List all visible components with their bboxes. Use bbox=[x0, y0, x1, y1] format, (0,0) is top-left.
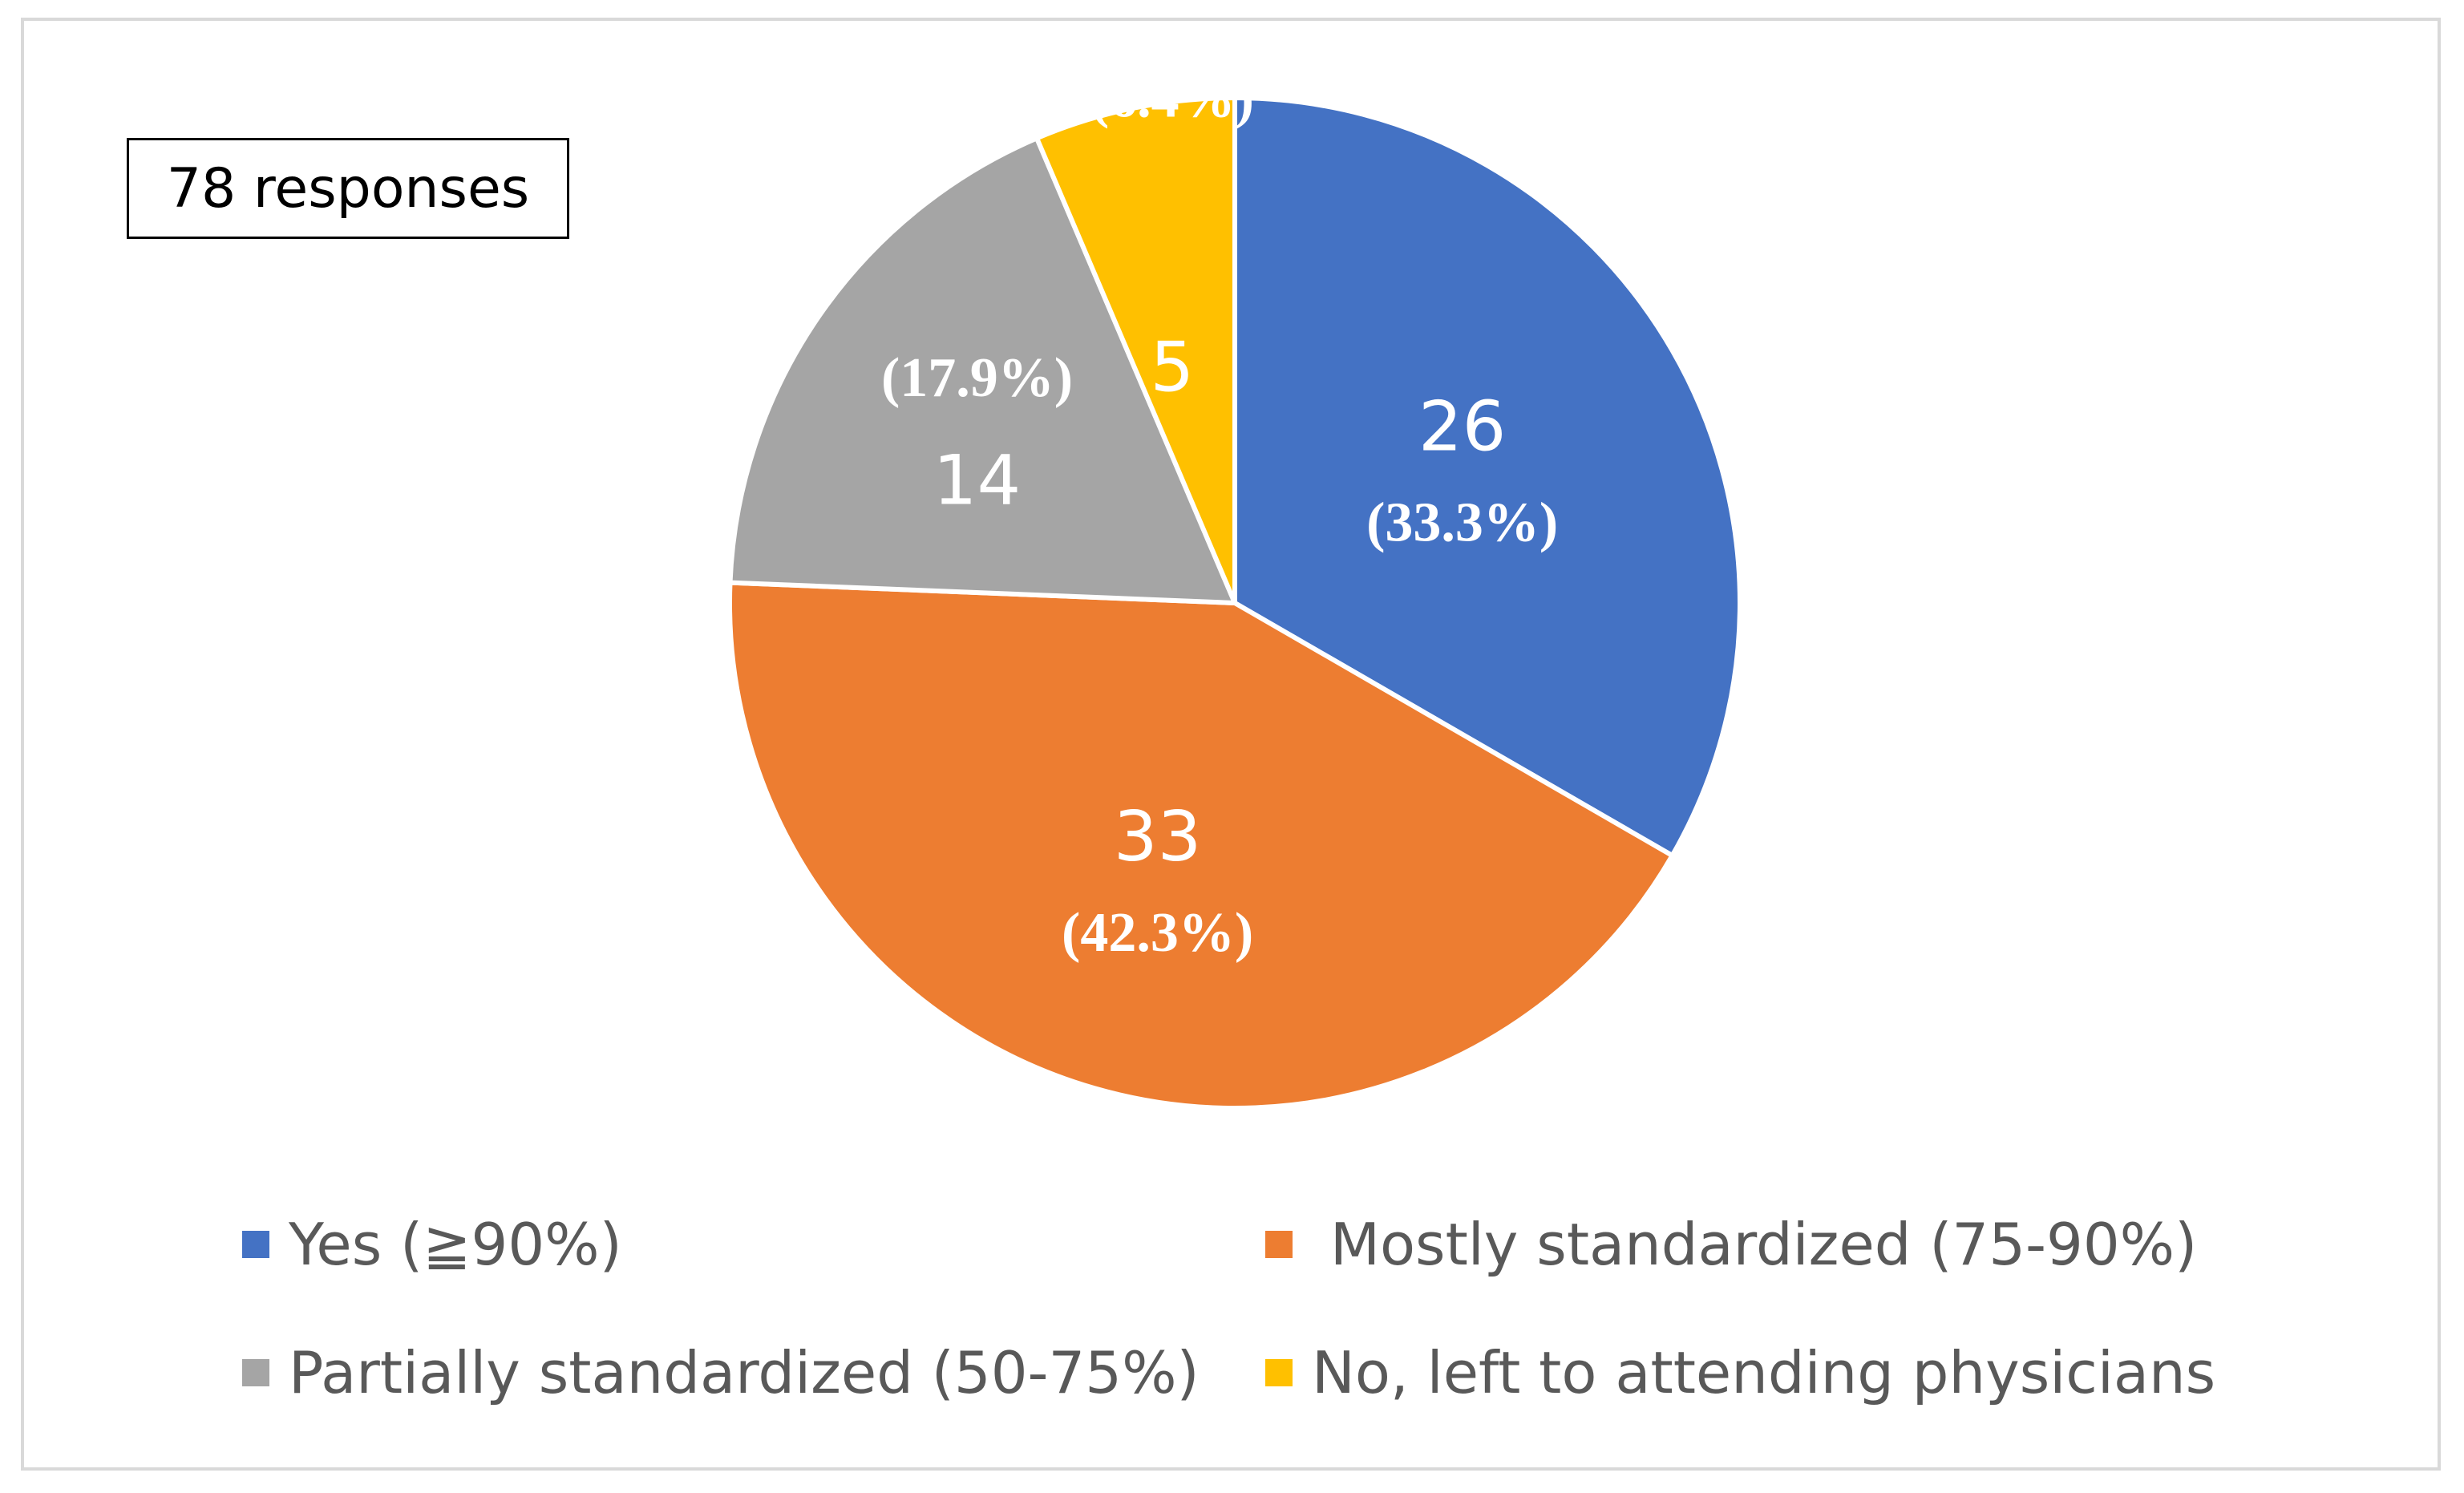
legend-swatch-partially bbox=[242, 1359, 269, 1386]
slice-count-label-2: 33 bbox=[1114, 797, 1201, 877]
pie-slice-1 bbox=[1232, 95, 1743, 860]
slice-percent-label-1: (33.3%) bbox=[1366, 492, 1558, 553]
pie-slice-4 bbox=[1034, 95, 1237, 605]
legend-label-yes: Yes (≧90%) bbox=[289, 1211, 622, 1278]
legend-label-mostly: Mostly standardized (75-90%) bbox=[1312, 1211, 2198, 1278]
slice-count-label-1: 26 bbox=[1418, 387, 1506, 467]
slice-count-label-4: 5 bbox=[1151, 328, 1195, 408]
legend-item-mostly: Mostly standardized (75-90%) bbox=[1265, 1211, 2197, 1278]
legend-item-yes: Yes (≧90%) bbox=[242, 1211, 622, 1278]
slice-percent-label-4: (6.4%) bbox=[1090, 67, 1254, 129]
legend-item-partially: Partially standardized (50-75%) bbox=[242, 1339, 1200, 1406]
legend-item-no: No, left to attending physicians bbox=[1265, 1339, 2215, 1406]
slice-percent-label-3: (17.9%) bbox=[881, 347, 1073, 409]
pie-slice-3 bbox=[727, 135, 1239, 606]
slice-percent-label-2: (42.3%) bbox=[1062, 902, 1253, 964]
legend-swatch-no bbox=[1265, 1359, 1293, 1386]
pie-slice-2 bbox=[727, 580, 1676, 1111]
responses-annotation: 78 responses bbox=[127, 138, 569, 239]
legend-swatch-mostly bbox=[1265, 1231, 1293, 1258]
legend-label-partially: Partially standardized (50-75%) bbox=[289, 1339, 1200, 1406]
legend-label-no: No, left to attending physicians bbox=[1312, 1339, 2216, 1406]
slice-count-label-3: 14 bbox=[933, 441, 1021, 521]
legend-swatch-yes bbox=[242, 1231, 269, 1258]
